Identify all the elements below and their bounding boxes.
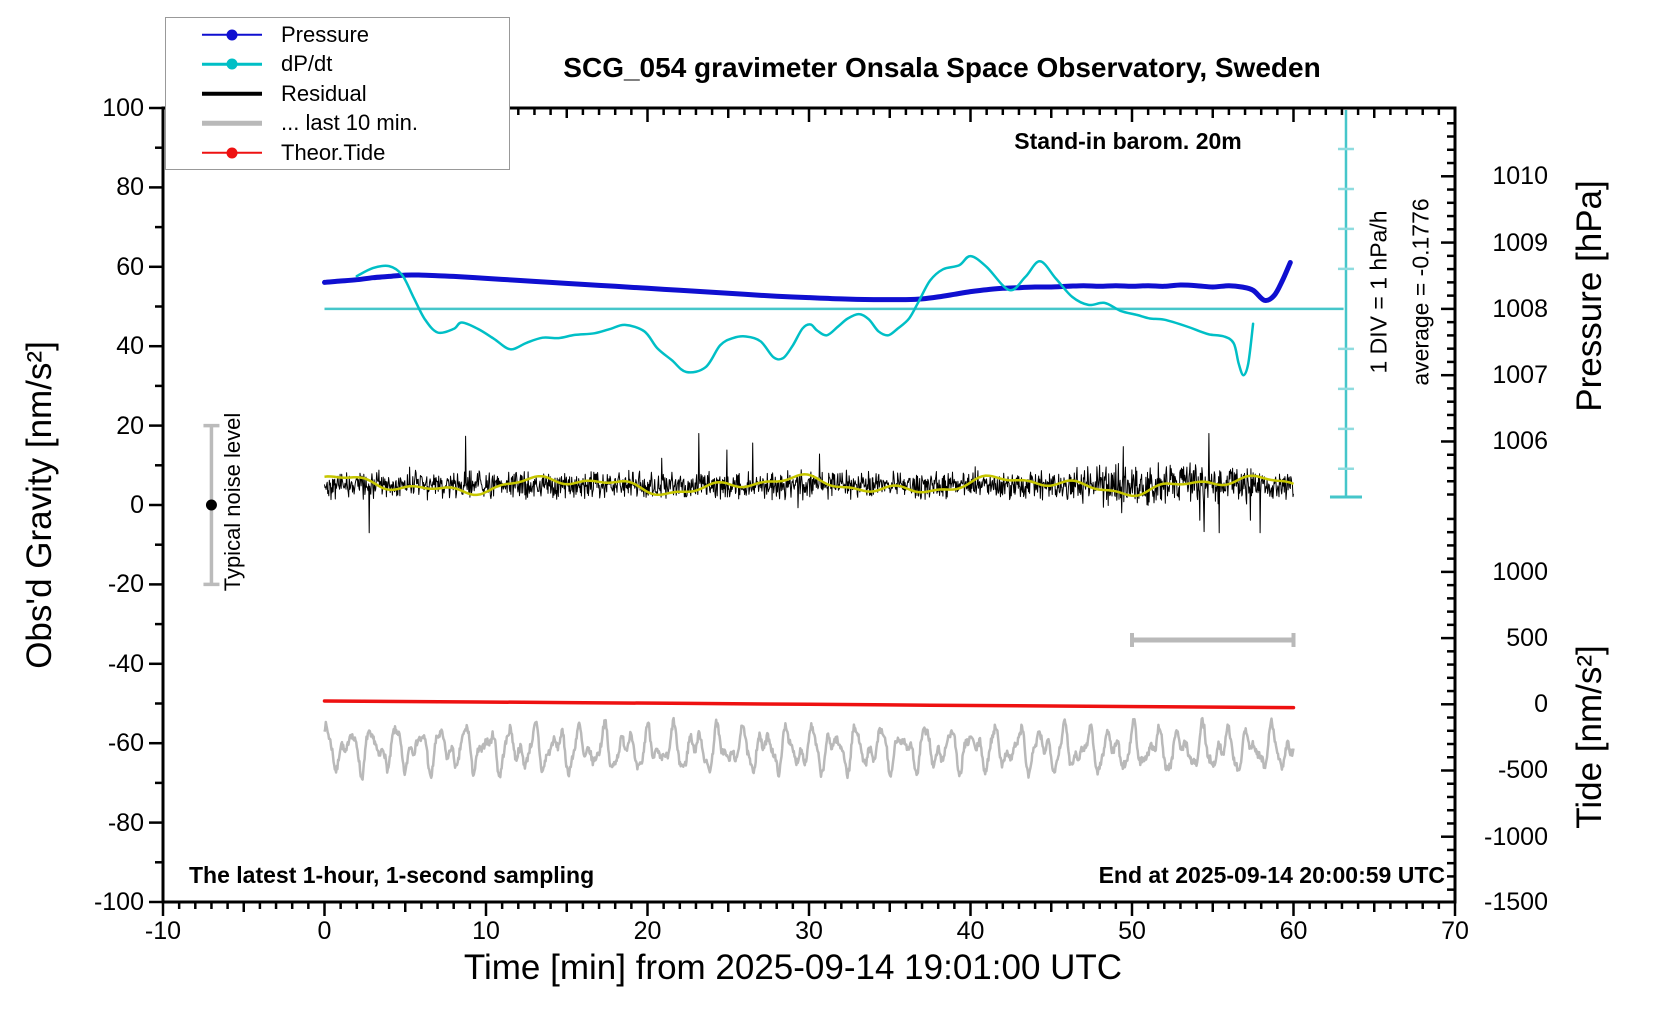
legend-line-sample: [202, 86, 262, 102]
residual-smoothed-trace: [324, 473, 1294, 498]
legend-item-label: Residual: [281, 80, 367, 106]
gravity-tick-label: -100: [93, 888, 144, 916]
time-tick-label: 70: [1441, 917, 1469, 945]
legend-line-swatch: [202, 91, 262, 96]
dpdt-curve: [355, 254, 1255, 377]
tide-axis-title: Tide [nm/s²]: [1570, 645, 1609, 829]
tide-tick-label: 1000: [1492, 557, 1548, 586]
tide-tick-label: 0: [1534, 690, 1548, 719]
gravity-tick-label: 60: [116, 252, 144, 281]
time-tick-label: 20: [633, 917, 662, 945]
gravity-axis-title: Obs'd Gravity [nm/s²]: [20, 341, 59, 669]
gravity-tick-label: -60: [107, 729, 144, 758]
theor-tide-line: [322, 699, 1296, 710]
legend-line-sample: [202, 115, 262, 131]
legend-line-sample: [202, 145, 262, 161]
gravity-tick-label: -40: [107, 649, 144, 678]
legend-line-swatch: [202, 120, 262, 126]
time-tick-label: 40: [956, 917, 985, 945]
div-scale-note: 1 DIV = 1 hPa/h: [1365, 210, 1392, 374]
time-tick-label: 10: [472, 917, 500, 945]
tide-tick-label: 500: [1506, 624, 1548, 653]
tide-tick-label: -500: [1497, 756, 1548, 785]
pressure-tick-label: 1010: [1492, 162, 1548, 191]
average-note: average = -0.1776: [1407, 198, 1434, 386]
legend-marker-dot: [226, 58, 238, 70]
gravity-tick-label: -20: [107, 570, 144, 599]
sampling-note: The latest 1-hour, 1-second sampling: [189, 862, 595, 888]
chart-title: SCG_054 gravimeter Onsala Space Observat…: [563, 52, 1321, 83]
pressure-tick-label: 1009: [1492, 228, 1548, 257]
time-tick-label: 30: [795, 917, 823, 945]
time-tick-label: 0: [317, 917, 332, 945]
end-time-note: End at 2025-09-14 20:00:59 UTC: [1098, 862, 1445, 888]
legend-item-label: dP/dt: [281, 51, 333, 76]
time-tick-label: -10: [144, 917, 182, 945]
residual-trace: [324, 433, 1294, 534]
gravity-tick-label: 0: [130, 491, 144, 519]
plot-frame: [161, 106, 1457, 904]
gravity-tick-label: 20: [116, 411, 144, 440]
gravity-tick-label: 40: [116, 332, 144, 361]
pressure-axis-title: Pressure [hPa]: [1570, 180, 1609, 412]
time-tick-label: 50: [1118, 917, 1146, 945]
legend-line-sample: [202, 56, 262, 72]
x-axis-title: Time [min] from 2025-09-14 19:01:00 UTC: [463, 948, 1123, 987]
last10min-trace: [323, 716, 1295, 781]
legend-marker-dot: [226, 147, 238, 158]
legend-item--last-10-min-: ... last 10 min.: [166, 108, 509, 138]
legend-item-pressure: Pressure: [166, 20, 509, 50]
legend-marker-dot: [226, 29, 238, 40]
pressure-tick-label: 1006: [1492, 427, 1548, 456]
standin-barometer-note: Stand-in barom. 20m: [1014, 128, 1242, 154]
pressure-tick-label: 1007: [1492, 361, 1548, 390]
pressure-curve: [322, 260, 1293, 303]
legend-item-label: ... last 10 min.: [281, 110, 418, 135]
pressure-tick-label: 1008: [1492, 294, 1548, 323]
noise-level-dot: [205, 499, 217, 511]
legend-item-residual: Residual: [166, 79, 509, 109]
gravity-tick-label: 100: [102, 94, 144, 122]
legend-item-theor-tide: Theor.Tide: [166, 138, 509, 168]
gravity-tick-label: -80: [107, 808, 144, 837]
legend-item-dp-dt: dP/dt: [166, 49, 509, 79]
legend-line-sample: [202, 27, 262, 43]
legend: Pressure dP/dt Residual ... last 10 min. The…: [165, 17, 510, 170]
legend-item-label: Theor.Tide: [281, 139, 386, 165]
tide-tick-label: -1000: [1484, 822, 1548, 851]
gravity-tick-label: 80: [116, 173, 144, 202]
time-tick-label: 60: [1279, 917, 1308, 945]
noise-level-note: Typical noise level: [220, 412, 245, 592]
tide-tick-label: -1500: [1484, 888, 1548, 916]
legend-item-label: Pressure: [281, 21, 370, 47]
